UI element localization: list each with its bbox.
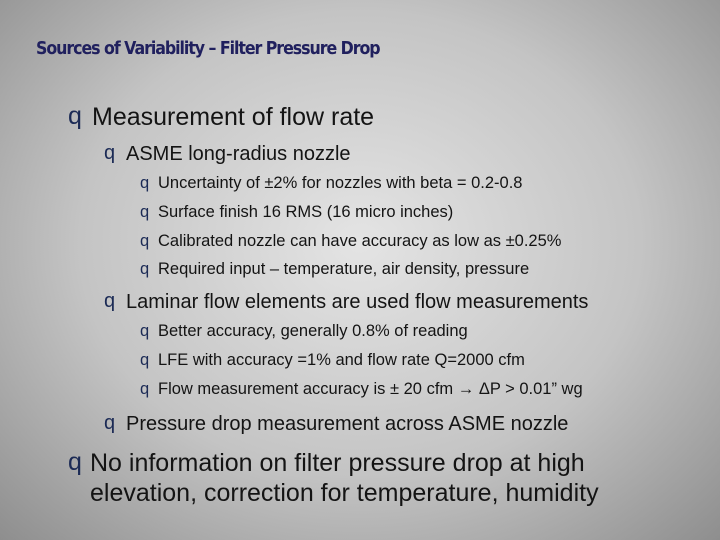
bullet-marker: q xyxy=(104,290,116,312)
bullet-text: LFE with accuracy =1% and flow rate Q=20… xyxy=(158,351,525,369)
bullet-text: Surface finish 16 RMS (16 micro inches) xyxy=(158,203,454,221)
bullet-text: Measurement of flow rate xyxy=(92,103,375,131)
bullet-marker: q xyxy=(68,102,82,130)
bullet-marker: q xyxy=(140,322,150,340)
bullet-text: Pressure drop measurement across ASME no… xyxy=(126,413,569,435)
bullet-marker: q xyxy=(140,380,150,398)
bullet-text: ASME long-radius nozzle xyxy=(126,143,351,165)
bullet-marker: q xyxy=(104,412,116,434)
slide-title: Sources of Variability – Filter Pressure… xyxy=(36,38,381,59)
bullet-marker: q xyxy=(104,142,116,164)
bullet-text: Required input – temperature, air densit… xyxy=(158,260,530,278)
bullet-text: Better accuracy, generally 0.8% of readi… xyxy=(158,322,468,340)
bullet-text: Laminar flow elements are used flow meas… xyxy=(126,291,589,313)
bullet-text: Calibrated nozzle can have accuracy as l… xyxy=(158,232,562,250)
bullet-marker: q xyxy=(140,174,150,192)
bullet-marker: q xyxy=(140,203,150,221)
bullet-marker: q xyxy=(140,351,150,369)
bullet-marker: q xyxy=(68,448,82,476)
bullet-text: Uncertainty of ±2% for nozzles with beta… xyxy=(158,174,523,192)
bullet-marker: q xyxy=(140,260,150,278)
bullet-text: No information on filter pressure drop a… xyxy=(90,449,599,507)
bullet-text: Flow measurement accuracy is ± 20 cfm → … xyxy=(158,380,583,398)
bullet-marker: q xyxy=(140,232,150,250)
